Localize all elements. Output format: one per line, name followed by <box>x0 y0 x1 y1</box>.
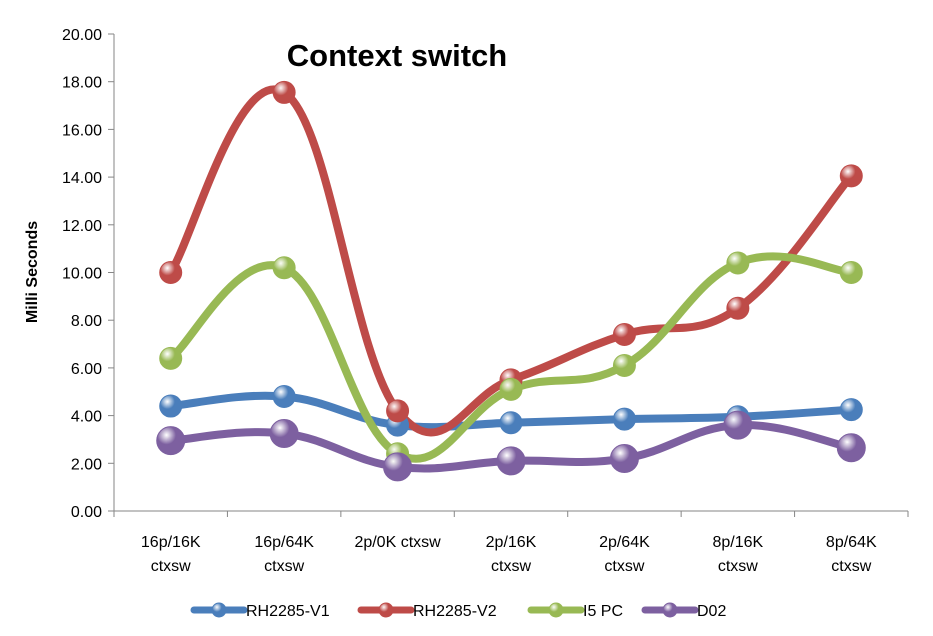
x-category-label: 16p/64K ctxsw <box>254 534 314 575</box>
y-tick-label: 12.00 <box>62 218 102 235</box>
x-category-label: 16p/16K ctxsw <box>141 534 201 575</box>
data-point-rh2285-v1 <box>839 398 863 422</box>
data-point-d02 <box>269 418 299 448</box>
series-points <box>156 80 866 482</box>
data-point-rh2285-v1 <box>272 385 296 409</box>
x-category-label: 2p/16K ctxsw <box>486 534 537 575</box>
y-axis-title: Milli Seconds <box>24 221 41 323</box>
y-tick-label: 20.00 <box>62 27 102 44</box>
legend: RH2285-V1 RH2285-V2 I5 PC D02 <box>190 602 726 620</box>
legend-label-d02: D02 <box>697 603 726 620</box>
data-point-rh2285-v1 <box>159 394 183 418</box>
legend-marker-rh2285-v2 <box>378 602 394 618</box>
x-category-label: 8p/64K ctxsw <box>826 534 877 575</box>
data-point-i5-pc <box>612 354 636 378</box>
y-tick-label: 0.00 <box>71 504 102 521</box>
data-point-rh2285-v1 <box>612 407 636 431</box>
legend-label-rh2285-v2: RH2285-V2 <box>413 603 497 620</box>
data-point-i5-pc <box>499 377 523 401</box>
data-point-d02 <box>496 446 526 476</box>
y-tick-label: 10.00 <box>62 266 102 283</box>
x-category-label: 2p/0K ctxsw <box>354 534 441 551</box>
data-point-rh2285-v2 <box>612 323 636 347</box>
data-point-rh2285-v1 <box>499 411 523 435</box>
legend-label-i5-pc: I5 PC <box>583 603 623 620</box>
x-category-label: 8p/16K ctxsw <box>712 534 763 575</box>
legend-label-rh2285-v1: RH2285-V1 <box>246 603 330 620</box>
legend-marker-d02 <box>662 602 678 618</box>
data-point-rh2285-v2 <box>726 296 750 320</box>
data-point-d02 <box>723 410 753 440</box>
data-point-i5-pc <box>726 251 750 275</box>
y-tick-label: 8.00 <box>71 313 102 330</box>
data-point-rh2285-v2 <box>386 399 410 423</box>
data-point-i5-pc <box>839 261 863 284</box>
y-tick-label: 6.00 <box>71 361 102 378</box>
y-tick-label: 2.00 <box>71 456 102 473</box>
y-tick-label: 4.00 <box>71 409 102 426</box>
data-point-rh2285-v2 <box>839 164 863 188</box>
data-point-rh2285-v2 <box>272 80 296 104</box>
y-tick-label: 16.00 <box>62 122 102 139</box>
legend-marker-i5-pc <box>548 602 564 618</box>
data-point-d02 <box>609 444 639 474</box>
data-point-d02 <box>383 452 413 482</box>
data-point-rh2285-v2 <box>159 261 183 284</box>
x-category-label: 2p/64K ctxsw <box>599 534 650 575</box>
data-point-d02 <box>836 433 866 463</box>
axes: 0.00 2.00 4.00 6.00 8.00 10.00 12.00 14.00 16.00… <box>62 27 909 575</box>
data-point-d02 <box>156 426 186 456</box>
y-tick-label: 14.00 <box>62 170 102 187</box>
chart-title: Context switch <box>287 38 507 73</box>
y-tick-label: 18.00 <box>62 75 102 92</box>
data-point-i5-pc <box>272 256 296 280</box>
data-point-i5-pc <box>159 346 183 370</box>
legend-marker-rh2285-v1 <box>211 602 227 618</box>
